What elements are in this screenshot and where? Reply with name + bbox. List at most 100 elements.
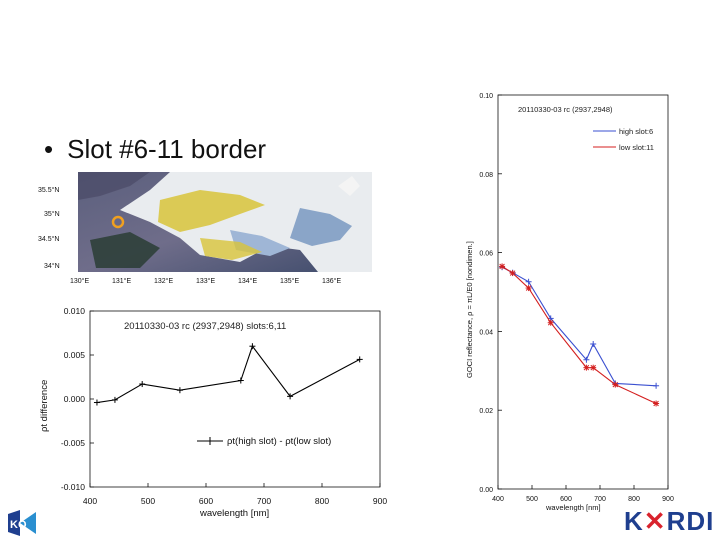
data-point (111, 396, 118, 403)
location-marker-icon (111, 215, 125, 229)
map-lat-labels: 35.5°N 35°N 34.5°N 34°N (38, 186, 60, 270)
logo-right-rdi: RDI (666, 506, 715, 536)
point-mark (590, 364, 596, 371)
lon-label: 131°E (112, 277, 131, 285)
y-tick-label: 0.005 (64, 350, 86, 360)
y-tick-label: -0.010 (61, 482, 85, 492)
y-tick-label: 0.00 (479, 487, 493, 494)
chart-title: 20110330-03 rc (2937,2948) slots:6,11 (124, 321, 286, 332)
map-image (78, 172, 372, 272)
x-ticks: 400 500 600 700 800 900 (83, 483, 387, 506)
y-tick-label: -0.005 (61, 438, 85, 448)
data-point (653, 382, 660, 389)
data-point (509, 270, 516, 277)
lon-label: 136°E (322, 277, 341, 285)
legend: ρt(high slot) - ρt(low slot) (197, 436, 331, 447)
chart-title: 20110330-03 rc (2937,2948) (518, 105, 613, 114)
lon-label: 135°E (280, 277, 299, 285)
x-tick-label: 800 (315, 496, 329, 506)
data-point (287, 393, 294, 400)
data-point (93, 399, 100, 406)
lon-label: 134°E (238, 277, 257, 285)
x-tick-label: 600 (199, 496, 213, 506)
x-tick-label: 500 (526, 496, 538, 503)
data-point (612, 380, 619, 387)
y-tick-label: 0.08 (479, 172, 493, 179)
legend-label: ρt(high slot) - ρt(low slot) (227, 436, 331, 447)
y-tick-label: 0.000 (64, 394, 86, 404)
x-tick-label: 400 (83, 496, 97, 506)
series-layer (499, 263, 660, 407)
slide-bullet: • Slot #6-11 border (44, 134, 266, 165)
point-mark (583, 364, 590, 371)
lat-label: 34.5°N (38, 235, 59, 243)
data-point (356, 356, 363, 363)
y-ticks: 0.10 0.08 0.06 0.04 0.02 0.00 (479, 93, 502, 494)
legend: high slot:6 low slot:11 (593, 127, 654, 152)
data-point (583, 356, 590, 363)
x-tick-label: 800 (628, 496, 640, 503)
lon-label: 133°E (196, 277, 215, 285)
point-mark (612, 381, 619, 388)
x-ticks: 400 500 600 700 800 900 (492, 485, 674, 503)
data-point (499, 263, 506, 270)
point-mark (590, 364, 596, 371)
lat-label: 34°N (44, 262, 60, 270)
kordi-logo: K✕RDI (624, 506, 714, 537)
data-point (237, 377, 244, 384)
point-mark (499, 263, 505, 270)
point-mark (653, 400, 659, 407)
data-point (249, 343, 256, 350)
y-tick-label: 0.06 (479, 251, 493, 258)
lat-label: 35.5°N (38, 186, 59, 194)
bullet-symbol: • (44, 134, 54, 164)
plot-frame (497, 94, 669, 490)
plot-frame (89, 310, 381, 488)
x-tick-label: 500 (141, 496, 155, 506)
data-point (176, 387, 183, 394)
lat-label: 35°N (44, 210, 60, 218)
point-mark (525, 285, 532, 291)
data-point (139, 381, 146, 388)
x-tick-label: 400 (492, 496, 504, 503)
x-tick-label: 700 (257, 496, 271, 506)
y-axis-label: GOCI reflectance, ρ = πL/E0 [nondimen.] (465, 241, 474, 378)
point-mark (547, 319, 554, 326)
point-mark (509, 270, 516, 276)
x-tick-label: 900 (662, 496, 674, 503)
point-mark (653, 400, 659, 407)
data-point (590, 341, 597, 348)
legend-label-low: low slot:11 (619, 143, 654, 152)
series-line (501, 265, 657, 405)
data-point (509, 269, 516, 276)
point-mark (583, 364, 590, 371)
logo-right-k: K (624, 506, 644, 536)
bullet-text: Slot #6-11 border (67, 134, 267, 164)
x-axis-label: wavelength [nm] (545, 503, 601, 512)
point-mark (547, 319, 554, 326)
point-mark (499, 263, 505, 270)
y-tick-label: 0.02 (479, 408, 493, 415)
y-tick-label: 0.10 (479, 93, 493, 100)
lon-label: 132°E (154, 277, 173, 285)
legend-label-high: high slot:6 (619, 127, 653, 136)
kiost-logo: KO (8, 510, 36, 536)
data-point (499, 264, 506, 271)
x-tick-label: 600 (560, 496, 572, 503)
point-mark (612, 381, 619, 388)
data-point (590, 364, 597, 371)
data-point (525, 285, 532, 292)
x-tick-label: 900 (373, 496, 387, 506)
point-mark (509, 270, 516, 276)
y-tick-label: 0.010 (64, 306, 86, 316)
lon-label: 130°E (70, 277, 89, 285)
data-point (583, 364, 590, 371)
y-axis-label: ρt difference (39, 380, 50, 432)
data-point (525, 278, 532, 285)
data-point (653, 400, 660, 407)
series-line (501, 266, 657, 387)
y-tick-label: 0.04 (479, 329, 493, 336)
